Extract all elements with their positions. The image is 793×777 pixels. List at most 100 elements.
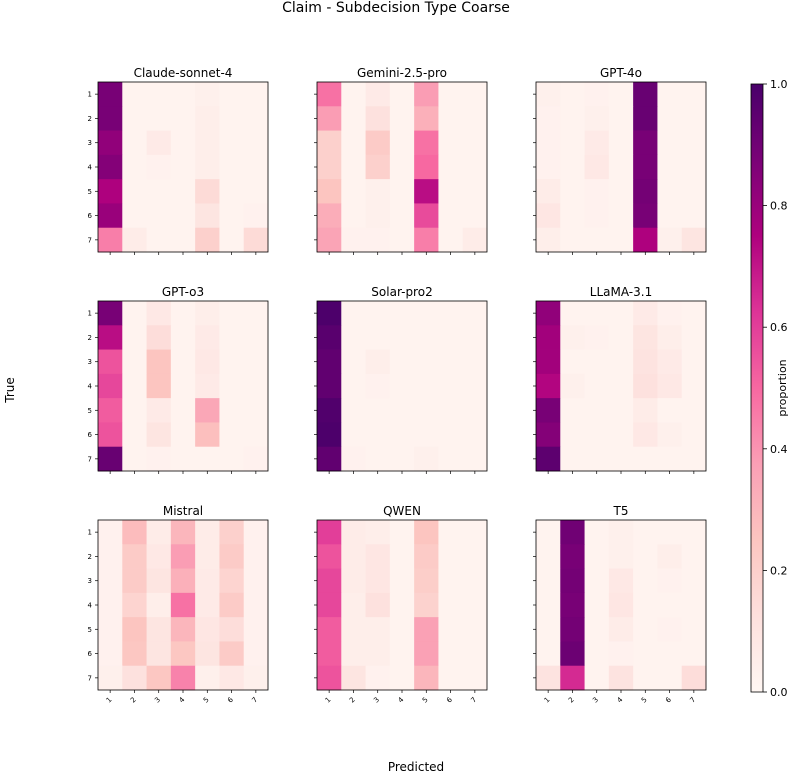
x-tick-label: 5	[202, 696, 211, 705]
x-tick-label: 6	[226, 695, 235, 704]
heatmap-cell	[389, 227, 415, 253]
panel-t5: T5 1 2 3 4 5 6 7	[533, 504, 707, 705]
heatmap-cell	[365, 641, 391, 667]
heatmap-cell	[608, 325, 634, 350]
heatmap-cell	[317, 398, 342, 423]
heatmap-cell	[341, 422, 366, 448]
heatmap-cell	[317, 422, 342, 448]
heatmap-cell	[98, 544, 123, 569]
heatmap-cell	[608, 301, 634, 326]
heatmap-cell	[98, 398, 123, 423]
heatmap-cell	[341, 301, 366, 326]
heatmap-cell	[195, 544, 220, 569]
panel-title: Claude-sonnet-4	[134, 66, 233, 80]
heatmap-cell	[681, 349, 707, 375]
x-tick-label: 1	[543, 696, 552, 705]
heatmap-cell	[608, 154, 634, 180]
panel-title: GPT-o3	[162, 285, 204, 299]
heatmap-cell	[341, 106, 366, 131]
heatmap-cell	[146, 617, 172, 642]
heatmap-cell	[170, 617, 196, 642]
heatmap-cell	[657, 203, 683, 229]
heatmap-cell	[462, 349, 488, 375]
heatmap-cell	[98, 227, 123, 253]
heatmap-cell	[438, 325, 464, 350]
heatmap-cell	[146, 520, 172, 545]
heatmap-cell	[122, 349, 147, 375]
x-tick-label: 6	[445, 695, 454, 704]
heatmap-cell	[195, 179, 220, 204]
heatmap-cell	[608, 398, 634, 423]
y-tick-label: 6	[88, 650, 93, 658]
heatmap-cell	[633, 520, 658, 545]
heatmap-cell	[317, 203, 342, 229]
heatmap-cell	[122, 82, 147, 107]
heatmap-cell	[438, 301, 464, 326]
heatmap-cell	[219, 373, 245, 399]
heatmap-cell	[170, 665, 196, 691]
heatmap-cell	[195, 665, 220, 691]
x-tick-label: 5	[640, 696, 649, 705]
panel-title: LLaMA-3.1	[590, 285, 652, 299]
heatmap-cell	[317, 665, 342, 691]
heatmap-cell	[170, 544, 196, 569]
heatmap-cell	[414, 130, 439, 156]
heatmap-cell	[170, 373, 196, 399]
x-tick-label: 7	[250, 696, 259, 705]
heatmap-cell	[170, 422, 196, 448]
heatmap-cell	[219, 422, 245, 448]
heatmap-cell	[560, 301, 585, 326]
heatmap-cell	[633, 82, 658, 107]
heatmap-cell	[219, 641, 245, 667]
heatmap-cell	[584, 373, 610, 399]
heatmap-cell	[98, 446, 123, 472]
heatmap-cell	[584, 520, 610, 545]
heatmap-cell	[243, 592, 269, 618]
heatmap-cell	[584, 568, 610, 594]
colorbar-bar	[750, 83, 764, 693]
heatmap-cell	[122, 617, 147, 642]
heatmap-cell	[146, 130, 172, 156]
heatmap-cell	[462, 520, 488, 545]
heatmap-cell	[170, 349, 196, 375]
heatmap-cell	[681, 544, 707, 569]
heatmap-cell	[657, 301, 683, 326]
panels-grid: Claude-sonnet-4 1 2 3 4 5 6 7 Gemini-2.5-pro GPT-…	[88, 66, 707, 705]
colorbar-tick-label: 0.0	[770, 686, 788, 699]
heatmap-cell	[219, 301, 245, 326]
x-axis-label: Predicted	[388, 760, 444, 774]
heatmap-cell	[462, 592, 488, 618]
heatmap-cell	[633, 422, 658, 448]
heatmap-cell	[317, 544, 342, 569]
heatmap-cell	[317, 106, 342, 131]
heatmap-cell	[195, 301, 220, 326]
heatmap-cell	[146, 422, 172, 448]
heatmap-cell	[462, 325, 488, 350]
heatmap-cell	[243, 301, 269, 326]
heatmap-cell	[98, 106, 123, 131]
heatmap-cell	[536, 520, 561, 545]
heatmap-cell	[122, 592, 147, 618]
heatmap-cell	[633, 568, 658, 594]
heatmap-cell	[122, 203, 147, 229]
heatmap-cell	[219, 106, 245, 131]
heatmap-cell	[365, 398, 391, 423]
heatmap-cell	[146, 641, 172, 667]
heatmap-cell	[219, 446, 245, 472]
heatmap-cell	[317, 301, 342, 326]
colorbar-tick-label: 0.8	[770, 200, 788, 213]
heatmap-cell	[389, 301, 415, 326]
heatmap-cell	[195, 592, 220, 618]
panel-title: GPT-4o	[600, 66, 642, 80]
heatmap-cell	[462, 179, 488, 204]
heatmap-cell	[608, 373, 634, 399]
heatmap-cell	[317, 446, 342, 472]
heatmap-cell	[414, 665, 439, 691]
heatmap-cell	[681, 568, 707, 594]
heatmap-cell	[584, 130, 610, 156]
x-tick-label: 4	[397, 695, 406, 704]
heatmap-cell	[317, 349, 342, 375]
x-tick-label: 1	[105, 696, 114, 705]
heatmap-cell	[341, 179, 366, 204]
heatmap-cell	[560, 665, 585, 691]
